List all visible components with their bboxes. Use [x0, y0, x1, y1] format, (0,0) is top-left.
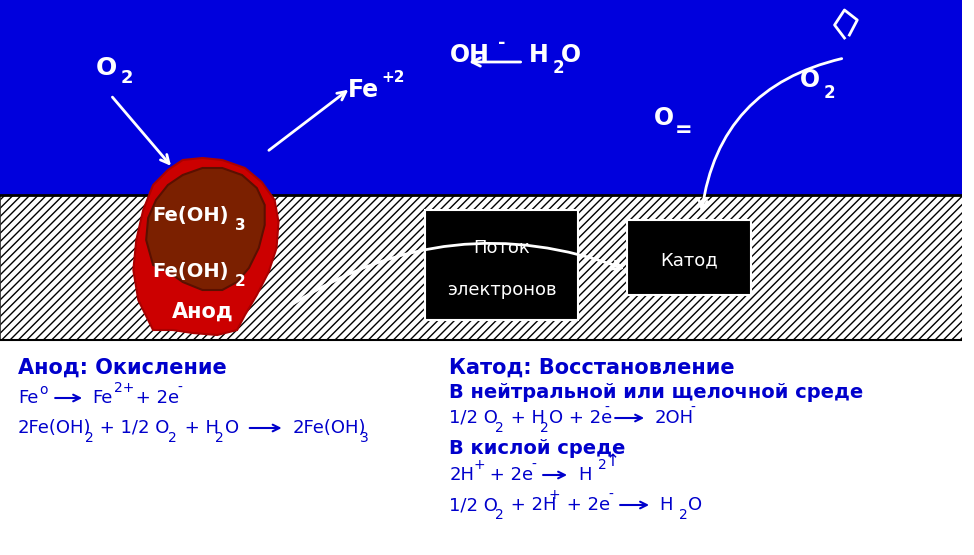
Text: O: O [689, 496, 702, 514]
Text: -: - [609, 488, 614, 502]
Text: Fe: Fe [18, 389, 38, 407]
Text: 2: 2 [168, 431, 176, 445]
Text: H: H [529, 43, 548, 67]
Text: + 2e: + 2e [131, 389, 179, 407]
Text: -: - [532, 458, 537, 472]
Text: + H: + H [505, 409, 544, 427]
Text: 2Fe(OH): 2Fe(OH) [18, 419, 92, 437]
Text: 2Fe(OH): 2Fe(OH) [292, 419, 366, 437]
Text: +2: +2 [382, 70, 405, 85]
Text: 2: 2 [215, 431, 224, 445]
Text: 2H: 2H [449, 466, 474, 484]
Text: -: - [178, 381, 183, 395]
Text: Катод: Катод [660, 251, 718, 269]
Text: 2+: 2+ [114, 381, 134, 395]
Text: + H: + H [179, 419, 219, 437]
Text: 2: 2 [120, 69, 132, 87]
Text: O: O [96, 56, 117, 80]
Text: -: - [691, 401, 695, 415]
Text: + 2e: + 2e [561, 496, 610, 514]
Text: 2: 2 [85, 431, 94, 445]
Text: -: - [498, 34, 506, 52]
Text: Анод: Анод [171, 302, 234, 322]
Text: + 2e: + 2e [484, 466, 533, 484]
Text: 1/2 O: 1/2 O [449, 409, 499, 427]
Text: +: + [548, 488, 560, 502]
Text: O: O [225, 419, 240, 437]
Text: 3: 3 [359, 431, 368, 445]
Text: -: - [605, 401, 610, 415]
Text: OH: OH [450, 43, 490, 67]
Text: O: O [800, 68, 820, 92]
Bar [627, 220, 751, 295]
Text: Fe(OH): Fe(OH) [152, 263, 229, 281]
Text: 2OH: 2OH [655, 409, 693, 427]
Bar [0, 195, 962, 340]
Bar [0, 195, 962, 340]
Polygon shape [146, 168, 265, 290]
Text: 2: 2 [552, 59, 564, 77]
Text: 2: 2 [679, 508, 688, 522]
Text: + 2H: + 2H [505, 496, 556, 514]
Text: 2: 2 [824, 84, 836, 102]
Text: Катод: Восстановление: Катод: Восстановление [449, 358, 735, 378]
Text: Fe(OH): Fe(OH) [152, 205, 229, 225]
Text: ↑: ↑ [606, 452, 619, 470]
Polygon shape [133, 158, 279, 335]
Text: 2: 2 [495, 508, 504, 522]
Text: H: H [658, 496, 672, 514]
Text: 2: 2 [597, 458, 606, 472]
Text: =: = [675, 120, 693, 140]
Text: 2: 2 [235, 275, 245, 290]
Text: Fe: Fe [92, 389, 112, 407]
Text: В кислой среде: В кислой среде [449, 438, 625, 457]
Bar [0, 0, 962, 195]
Text: 1/2 O: 1/2 O [449, 496, 499, 514]
Text: о: о [40, 383, 48, 397]
Text: 3: 3 [235, 218, 245, 233]
Bar [425, 210, 578, 320]
Text: В нейтральной или щелочной среде: В нейтральной или щелочной среде [449, 384, 864, 402]
Text: + 1/2 O: + 1/2 O [94, 419, 169, 437]
Text: O + 2e: O + 2e [549, 409, 613, 427]
Text: +: + [473, 458, 485, 472]
Text: 2: 2 [495, 421, 504, 435]
Text: 2: 2 [541, 421, 549, 435]
Text: H: H [578, 466, 591, 484]
Text: Анод: Окисление: Анод: Окисление [18, 358, 227, 378]
Text: электронов: электронов [447, 281, 556, 299]
Text: O: O [654, 106, 674, 130]
Text: Fe: Fe [348, 78, 379, 102]
Text: O: O [561, 43, 581, 67]
Text: Поток: Поток [473, 239, 530, 257]
